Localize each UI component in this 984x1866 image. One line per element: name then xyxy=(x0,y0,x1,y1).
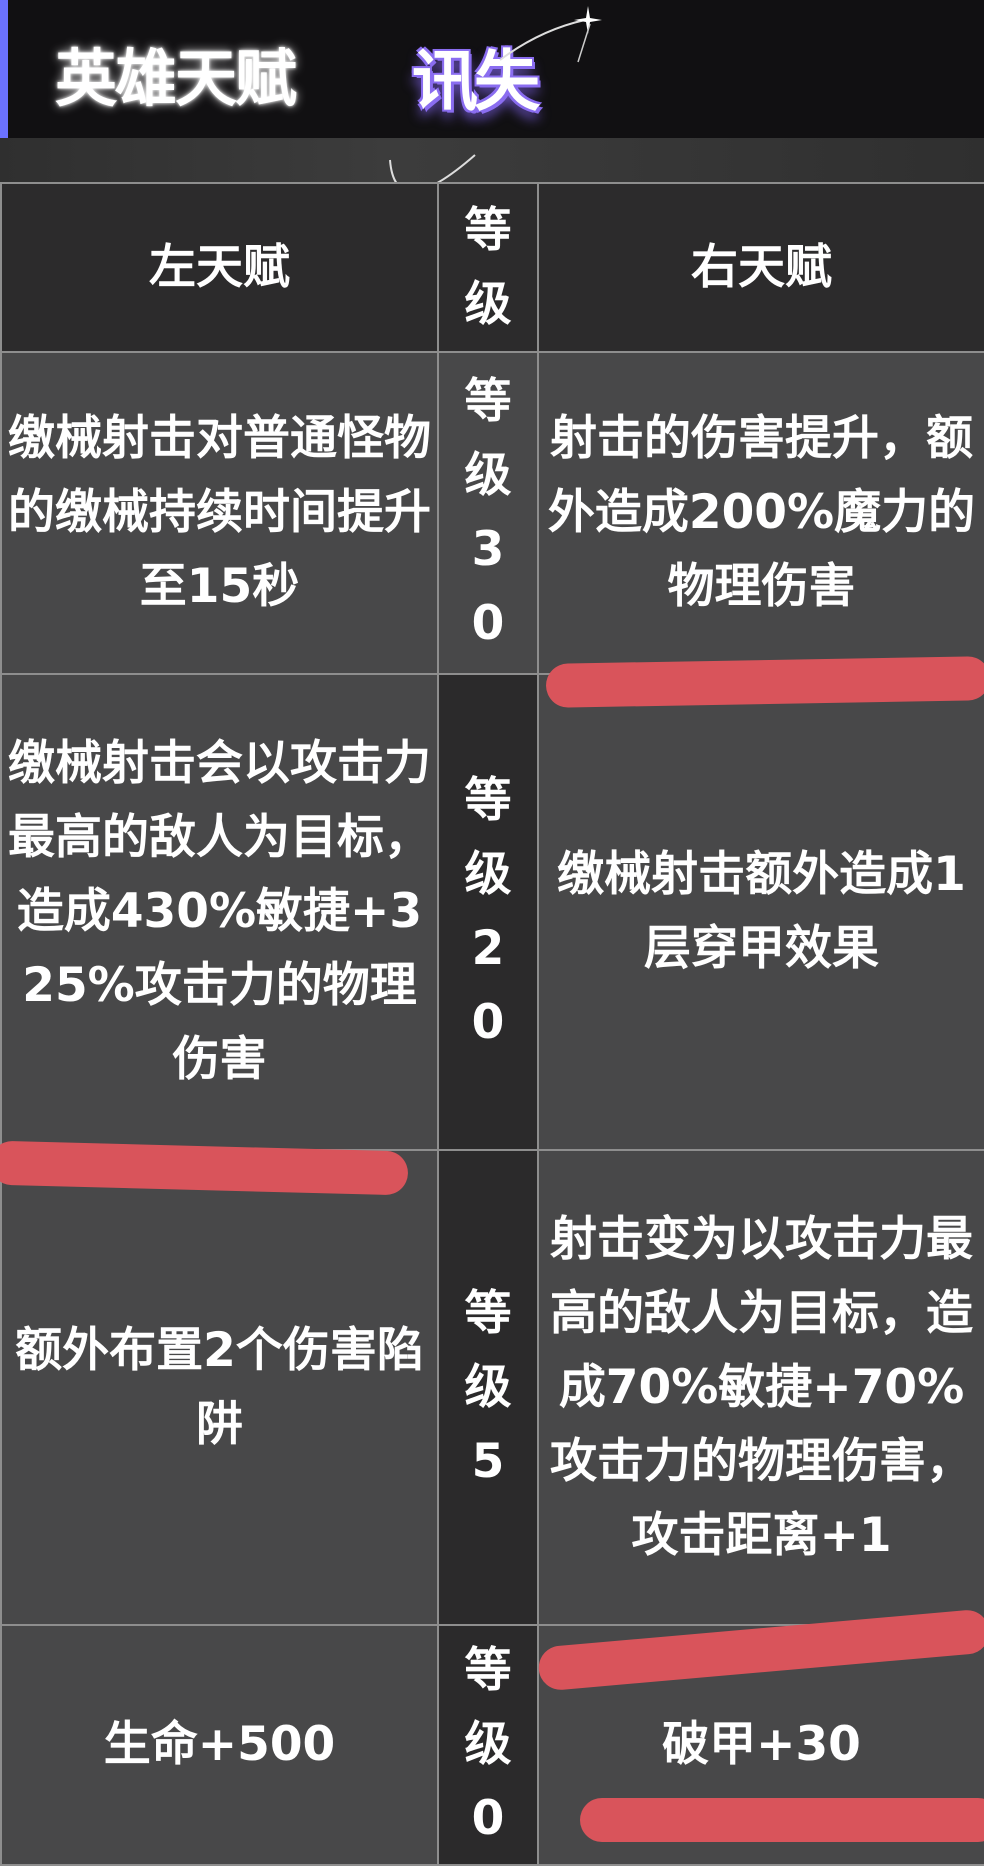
column-header-level: 等级 xyxy=(437,182,539,353)
brand-logo: 讯失 xyxy=(412,43,540,120)
table-header-row: 左天赋 等级 右天赋 xyxy=(0,182,984,353)
left-talent-cell: 额外布置2个伤害陷阱 xyxy=(0,1149,439,1626)
level-cell: 等级5 xyxy=(437,1149,539,1626)
highlight-mark xyxy=(580,1798,984,1842)
table-row: 缴械射击会以攻击力最高的敌人为目标，造成430%敏捷+325%攻击力的物理伤害 … xyxy=(0,673,984,1151)
left-talent-cell: 生命+500 xyxy=(0,1624,439,1866)
level-cell: 等级0 xyxy=(437,1624,539,1866)
left-talent-cell: 缴械射击对普通怪物的缴械持续时间提升至15秒 xyxy=(0,351,439,675)
table-row: 缴械射击对普通怪物的缴械持续时间提升至15秒 等级30 射击的伤害提升，额外造成… xyxy=(0,351,984,675)
level-cell: 等级20 xyxy=(437,673,539,1151)
accent-stripe xyxy=(0,0,8,138)
right-talent-cell: 缴械射击额外造成1层穿甲效果 xyxy=(537,673,984,1151)
left-talent-cell: 缴械射击会以攻击力最高的敌人为目标，造成430%敏捷+325%攻击力的物理伤害 xyxy=(0,673,439,1151)
talent-table: 左天赋 等级 右天赋 缴械射击对普通怪物的缴械持续时间提升至15秒 等级30 射… xyxy=(0,182,984,1866)
level-cell: 等级30 xyxy=(437,351,539,675)
right-talent-cell: 射击变为以攻击力最高的敌人为目标，造成70%敏捷+70%攻击力的物理伤害，攻击距… xyxy=(537,1149,984,1626)
column-header-left: 左天赋 xyxy=(0,182,439,353)
right-talent-cell: 射击的伤害提升，额外造成200%魔力的物理伤害 xyxy=(537,351,984,675)
highlight-mark xyxy=(545,656,984,708)
header-banner: 英雄天赋 讯失 xyxy=(0,0,984,138)
sparkle-icon xyxy=(389,6,602,193)
column-header-right: 右天赋 xyxy=(537,182,984,353)
page-title: 英雄天赋 xyxy=(55,42,297,115)
table-row: 额外布置2个伤害陷阱 等级5 射击变为以攻击力最高的敌人为目标，造成70%敏捷+… xyxy=(0,1149,984,1626)
divider-band xyxy=(0,138,984,182)
